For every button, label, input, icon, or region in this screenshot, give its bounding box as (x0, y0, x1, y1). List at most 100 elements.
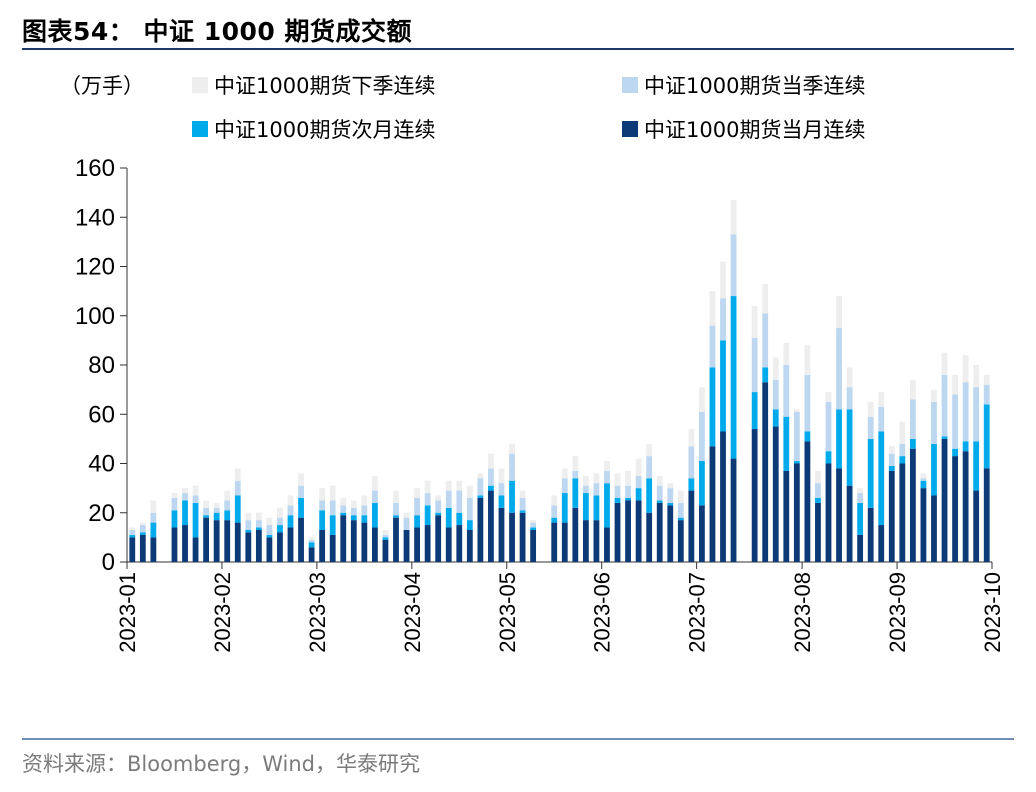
x-tick-label: 2023-07 (685, 572, 710, 653)
bar-segment (393, 490, 399, 503)
bar-segment (371, 490, 378, 503)
bar-segment (371, 475, 378, 491)
x-tick-label: 2023-05 (495, 572, 520, 653)
bar-segment (350, 515, 357, 521)
bar-segment (962, 355, 969, 383)
bar-segment (836, 409, 842, 469)
bar-segment (983, 384, 990, 405)
bar-segment (582, 485, 589, 494)
bar-segment (445, 507, 452, 528)
bar-segment (266, 517, 273, 526)
legend-swatch (622, 121, 638, 137)
bar-segment (456, 480, 463, 491)
bar-segment (614, 497, 621, 503)
bar-segment (477, 478, 484, 496)
bar-segment (867, 416, 874, 439)
bar-segment (720, 340, 726, 432)
bar-segment (403, 512, 410, 518)
plot-area: 0 20 40 60 80 100 120 140 160 2023-01 2023-02 2023-… (75, 155, 1005, 653)
title-rule (22, 48, 1014, 50)
bar-segment (150, 500, 157, 513)
bar-segment (224, 500, 231, 511)
legend-item-current-quarter: 中证1000期货当季连续 (622, 70, 865, 100)
bar-segment (614, 485, 621, 498)
bar-segment (931, 443, 937, 496)
bar-segment (688, 429, 695, 447)
bar-segment (530, 520, 537, 523)
bar-segment (213, 507, 220, 513)
bar-segment (224, 510, 231, 521)
bar-segment (783, 470, 790, 562)
bar-segment (804, 441, 811, 562)
bar-segment (509, 480, 515, 513)
bar-segment (772, 357, 779, 380)
bar-segment (340, 497, 347, 506)
bar-segment (203, 500, 210, 508)
bar-segment (973, 441, 980, 491)
bar-segment (287, 495, 294, 506)
bar-segment (255, 512, 262, 521)
bar-segment (846, 367, 853, 388)
bar-segment (667, 505, 674, 562)
bar-segment (867, 401, 874, 417)
bar-segment (266, 537, 273, 562)
bar-segment (287, 505, 294, 516)
bar-segment (403, 517, 410, 530)
bar-segment (783, 342, 790, 365)
bar-segment (878, 392, 885, 407)
bar-segment (171, 497, 178, 511)
bar-segment (857, 502, 864, 535)
bar-segment (308, 537, 315, 540)
bar-segment (519, 510, 526, 513)
legend-label: 中证1000期货下季连续 (214, 74, 436, 98)
bar-segment (361, 495, 368, 506)
bar-segment (751, 305, 758, 338)
bar-segment (920, 488, 927, 562)
bar-segment (551, 517, 558, 523)
bar-segment (277, 507, 283, 518)
bar-segment (952, 374, 958, 395)
bar-segment (646, 478, 653, 513)
bar-segment (488, 485, 494, 491)
bar-segment (857, 534, 864, 562)
bar-segment (962, 451, 969, 562)
bar-segment (815, 502, 821, 562)
x-tick-label: 2023-03 (305, 572, 330, 653)
bar-segment (909, 438, 916, 449)
bar-segment (804, 345, 811, 375)
bar-segment (709, 367, 716, 447)
bar-segment (635, 475, 642, 489)
bar-segment (699, 411, 705, 462)
bar-segment (931, 495, 937, 562)
bar-segment (255, 520, 262, 528)
bar-segment (625, 485, 631, 498)
bar-segment (667, 502, 674, 506)
bar-segment (656, 500, 663, 503)
bar-segment (414, 515, 420, 528)
bar-segment (329, 500, 336, 516)
bar-segment (962, 441, 969, 452)
bar-segment (793, 461, 800, 464)
legend-swatch (622, 77, 638, 93)
bar-segment (245, 512, 252, 521)
bar-segment (699, 387, 705, 412)
bar-segment (888, 446, 895, 454)
bar-segment (424, 525, 431, 562)
bar-segment (213, 520, 220, 562)
bar-segment (329, 515, 336, 535)
bar-segment (646, 512, 653, 562)
bar-segment (393, 517, 399, 562)
bar-segment (530, 527, 537, 530)
bar-segment (255, 529, 262, 562)
bar-segment (403, 529, 410, 562)
bar-segment (340, 515, 347, 562)
bar-segment (730, 458, 737, 562)
bar-segment (688, 478, 695, 491)
bar-segment (952, 448, 958, 457)
bar-segment (171, 527, 178, 562)
bar-segment (720, 431, 726, 562)
bar-segment (498, 483, 505, 496)
bar-segment (192, 495, 199, 503)
bar-segment (255, 527, 262, 530)
bar-segment (772, 426, 779, 562)
